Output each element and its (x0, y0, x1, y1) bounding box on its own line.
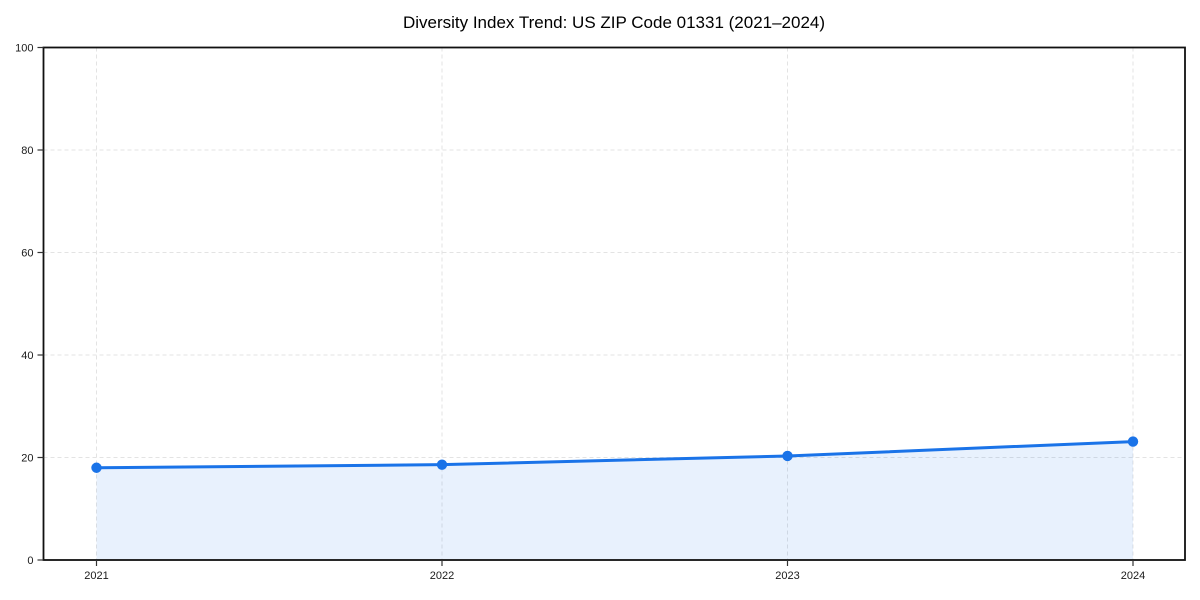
plot-border (42, 46, 1186, 561)
data-point-2024 (1127, 436, 1139, 447)
x-tick-label: 2022 (430, 570, 454, 582)
x-tick-label: 2024 (1121, 570, 1145, 582)
y-tick-label: 0 (27, 555, 33, 567)
data-point-2022 (436, 459, 448, 470)
y-tick-label: 100 (15, 42, 33, 54)
trend-line (95, 440, 1135, 470)
x-tick-label: 2023 (775, 570, 799, 582)
area-fill (96, 441, 1133, 560)
y-tick-label: 20 (21, 452, 33, 464)
y-tick-label: 40 (21, 350, 33, 362)
y-tick-label: 80 (21, 145, 33, 157)
x-tick-label: 2021 (84, 570, 108, 582)
data-point-2021 (91, 462, 102, 473)
data-point-2023 (782, 450, 793, 462)
chart-title: Diversity Index Trend: US ZIP Code 01331… (402, 13, 826, 32)
y-tick-label: 60 (21, 247, 33, 259)
